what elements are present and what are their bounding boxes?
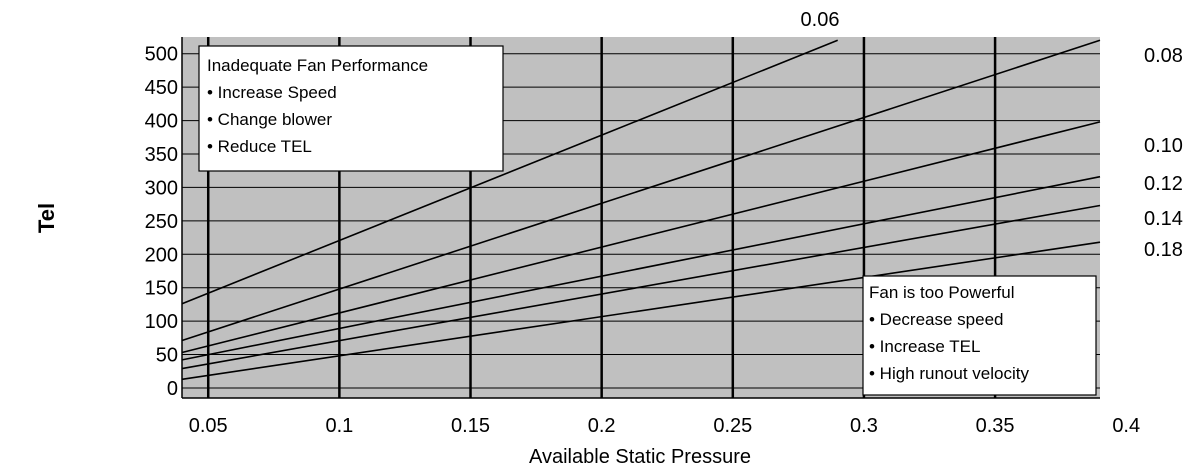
y-tick-label: 200 — [145, 244, 178, 266]
series-line-0.08 — [181, 39, 1101, 342]
x-tick-label: 0.25 — [713, 415, 752, 437]
y-tick-label: 450 — [145, 77, 178, 99]
series-line-0.14 — [181, 204, 1101, 370]
x-tick-label: 0.4 — [1112, 415, 1140, 437]
annotation-box — [862, 275, 1097, 396]
series-label: 0.14 — [1144, 208, 1183, 230]
y-tick-label: 400 — [145, 111, 178, 133]
x-tick-label: 0.1 — [325, 415, 353, 437]
annotation-item: • Change blower — [207, 110, 332, 129]
annotation-title: Inadequate Fan Performance — [207, 56, 428, 75]
annotation-item: • Decrease speed — [869, 310, 1003, 329]
y-axis-title: Tel — [34, 203, 59, 233]
y-tick-label: 350 — [145, 144, 178, 166]
y-tick-label: 0 — [167, 378, 178, 400]
annotation-boxes: Inadequate Fan Performance • Increase Spe… — [198, 45, 1097, 396]
y-tick-label: 500 — [145, 44, 178, 66]
annotation-item: • High runout velocity — [869, 364, 1029, 383]
series-label: 0.08 — [1144, 45, 1183, 67]
x-tick-label: 0.15 — [451, 415, 490, 437]
series-line-0.12 — [181, 175, 1101, 361]
series-label: 0.18 — [1144, 239, 1183, 261]
series-line-0.06 — [181, 39, 838, 305]
x-tick-label: 0.35 — [976, 415, 1015, 437]
series-label: 0.10 — [1144, 135, 1183, 157]
y-tick-label: 300 — [145, 177, 178, 199]
y-tick-label: 50 — [156, 345, 178, 367]
series-lines — [181, 39, 1101, 381]
y-tick-label: 100 — [145, 311, 178, 333]
x-tick-label: 0.05 — [189, 415, 228, 437]
x-tick-label: 0.2 — [588, 415, 616, 437]
series-line-0.18 — [181, 241, 1101, 381]
x-axis-title: Available Static Pressure — [529, 446, 751, 468]
annotation-item: • Increase TEL — [869, 337, 980, 356]
annotation-item: • Reduce TEL — [207, 137, 312, 156]
series-line-0.10 — [181, 121, 1101, 354]
annotation-item: • Increase Speed — [207, 83, 337, 102]
x-tick-label: 0.3 — [850, 415, 878, 437]
annotation-box — [198, 45, 504, 172]
series-label: 0.06 — [801, 9, 840, 31]
y-tick-label: 250 — [145, 211, 178, 233]
annotation-title: Fan is too Powerful — [869, 283, 1015, 302]
series-label: 0.12 — [1144, 173, 1183, 195]
y-tick-label: 150 — [145, 278, 178, 300]
